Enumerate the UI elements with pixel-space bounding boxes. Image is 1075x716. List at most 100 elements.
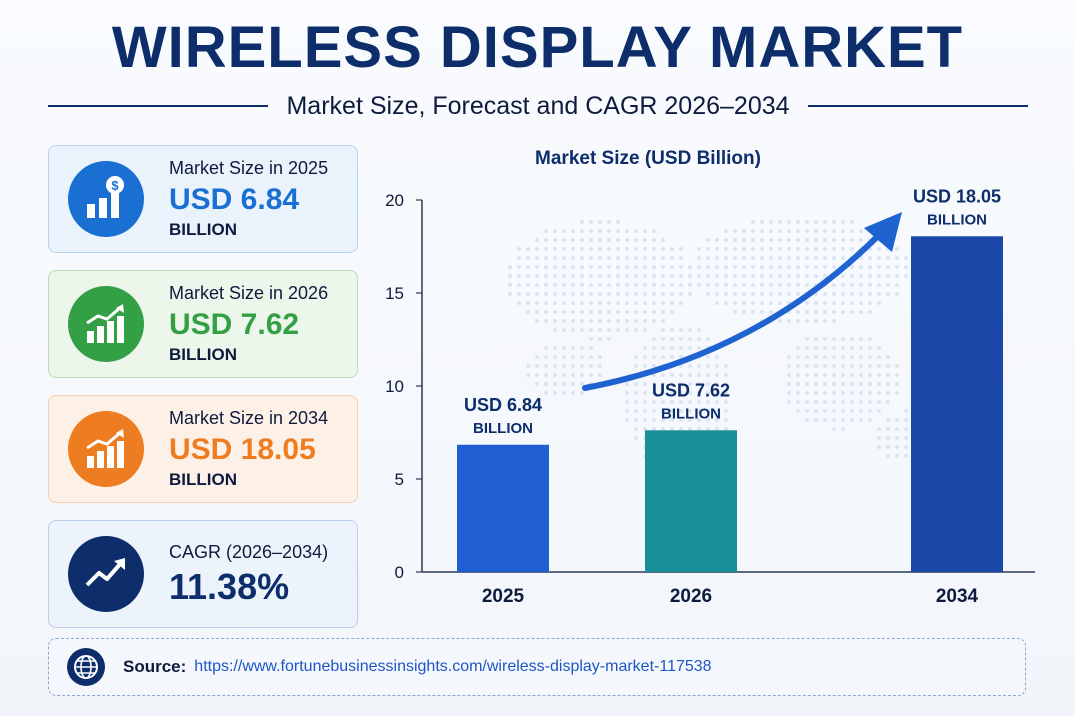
map-dot	[733, 301, 737, 305]
map-dot	[661, 400, 665, 404]
map-dot	[868, 256, 872, 260]
map-dot	[832, 220, 836, 224]
map-dot	[535, 310, 539, 314]
map-dot	[796, 373, 800, 377]
map-dot	[886, 382, 890, 386]
source-box: Source: https://www.fortunebusinessinsig…	[48, 638, 1026, 696]
map-dot	[814, 319, 818, 323]
map-dot	[598, 301, 602, 305]
map-dot	[733, 283, 737, 287]
map-dot	[571, 283, 575, 287]
map-dot	[661, 427, 665, 431]
map-dot	[742, 238, 746, 242]
map-dot	[715, 373, 719, 377]
map-dot	[796, 319, 800, 323]
map-dot	[679, 391, 683, 395]
card-value: USD 18.05	[169, 433, 316, 466]
map-dot	[661, 382, 665, 386]
map-dot	[706, 391, 710, 395]
map-dot	[580, 292, 584, 296]
map-dot	[553, 382, 557, 386]
map-dot	[670, 265, 674, 269]
map-dot	[823, 319, 827, 323]
map-dot	[823, 373, 827, 377]
map-dot	[535, 382, 539, 386]
map-dot	[733, 238, 737, 242]
map-dot	[751, 283, 755, 287]
y-tick-label: 10	[385, 377, 404, 396]
map-dot	[814, 391, 818, 395]
map-dot	[661, 256, 665, 260]
map-dot	[670, 256, 674, 260]
map-dot	[778, 238, 782, 242]
map-dot	[643, 238, 647, 242]
map-dot	[805, 382, 809, 386]
map-dot	[652, 319, 656, 323]
map-dot	[589, 373, 593, 377]
map-dot	[616, 265, 620, 269]
map-dot	[742, 283, 746, 287]
map-dot	[688, 364, 692, 368]
map-dot	[526, 247, 530, 251]
map-dot	[634, 310, 638, 314]
page-title: WIRELESS DISPLAY MARKET	[111, 15, 964, 80]
map-dot	[634, 418, 638, 422]
map-dot	[616, 229, 620, 233]
map-dot	[769, 229, 773, 233]
map-dot	[571, 328, 575, 332]
map-dot	[625, 328, 629, 332]
map-dot	[823, 220, 827, 224]
map-dot	[823, 418, 827, 422]
map-dot	[670, 247, 674, 251]
map-dot	[544, 382, 548, 386]
map-dot	[544, 364, 548, 368]
map-dot	[517, 274, 521, 278]
source-link[interactable]: https://www.fortunebusinessinsights.com/…	[194, 658, 712, 675]
map-dot	[778, 301, 782, 305]
map-dot	[787, 319, 791, 323]
map-dot	[877, 391, 881, 395]
map-dot	[544, 256, 548, 260]
map-dot	[670, 283, 674, 287]
map-dot	[562, 274, 566, 278]
map-dot	[895, 418, 899, 422]
map-dot	[607, 319, 611, 323]
map-dot	[778, 256, 782, 260]
map-dot	[643, 418, 647, 422]
map-dot	[562, 310, 566, 314]
map-dot	[814, 418, 818, 422]
map-dot	[796, 355, 800, 359]
map-dot	[616, 301, 620, 305]
map-dot	[760, 310, 764, 314]
map-dot	[850, 364, 854, 368]
map-dot	[679, 346, 683, 350]
map-dot	[706, 400, 710, 404]
map-dot	[544, 283, 548, 287]
card-value: USD 7.62	[169, 308, 300, 341]
map-dot	[751, 265, 755, 269]
map-dot	[670, 274, 674, 278]
map-dot	[877, 445, 881, 449]
map-dot	[697, 418, 701, 422]
map-dot	[841, 391, 845, 395]
map-dot	[562, 265, 566, 269]
map-dot	[544, 274, 548, 278]
map-dot	[886, 454, 890, 458]
map-dot	[526, 292, 530, 296]
map-dot	[589, 220, 593, 224]
map-dot	[724, 256, 728, 260]
map-dot	[868, 283, 872, 287]
map-dot	[787, 355, 791, 359]
map-dot	[553, 238, 557, 242]
map-dot	[562, 247, 566, 251]
map-dot	[904, 418, 908, 422]
map-dot	[832, 418, 836, 422]
map-dot	[724, 364, 728, 368]
map-dot	[697, 337, 701, 341]
map-dot	[553, 346, 557, 350]
map-dot	[634, 256, 638, 260]
map-dot	[679, 427, 683, 431]
subtitle-row: Market Size, Forecast and CAGR 2026–2034	[48, 88, 1029, 124]
map-dot	[661, 319, 665, 323]
map-dot	[760, 256, 764, 260]
